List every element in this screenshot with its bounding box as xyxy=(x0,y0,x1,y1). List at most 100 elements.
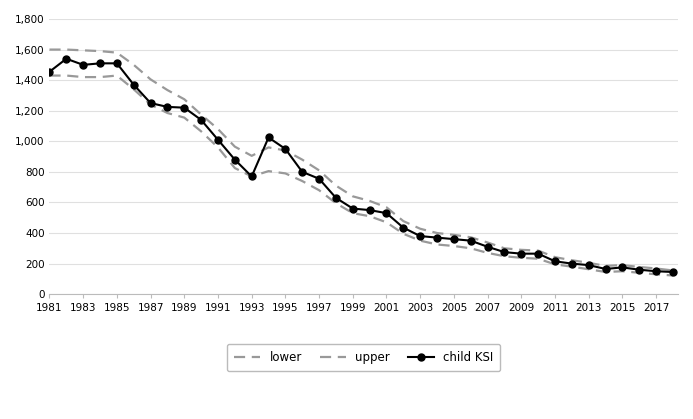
lower xyxy=(349,211,357,216)
lower xyxy=(265,168,273,173)
upper xyxy=(399,219,407,224)
lower xyxy=(180,115,188,120)
lower xyxy=(433,242,441,247)
lower xyxy=(214,145,222,150)
upper xyxy=(450,233,458,238)
upper xyxy=(383,205,391,210)
lower xyxy=(164,111,172,116)
upper xyxy=(197,112,205,117)
child KSI xyxy=(197,117,205,122)
child KSI xyxy=(602,266,610,272)
child KSI xyxy=(45,69,53,74)
child KSI xyxy=(551,259,559,264)
lower xyxy=(281,171,290,176)
upper xyxy=(231,144,239,149)
lower xyxy=(517,255,525,260)
upper xyxy=(180,97,188,102)
child KSI xyxy=(247,174,256,179)
upper xyxy=(130,62,138,67)
lower xyxy=(231,166,239,171)
lower xyxy=(79,75,87,80)
child KSI xyxy=(113,61,121,66)
upper xyxy=(466,235,475,240)
upper xyxy=(500,246,509,251)
upper xyxy=(332,183,340,188)
child KSI xyxy=(349,206,357,211)
upper xyxy=(517,247,525,252)
upper xyxy=(62,47,71,52)
child KSI xyxy=(618,265,626,270)
upper xyxy=(298,157,306,162)
lower xyxy=(197,129,205,134)
lower xyxy=(365,214,374,219)
upper xyxy=(45,47,53,52)
child KSI xyxy=(652,269,660,274)
child KSI xyxy=(568,261,576,266)
upper xyxy=(534,248,543,253)
upper xyxy=(484,240,492,245)
child KSI xyxy=(416,233,424,238)
lower xyxy=(146,102,155,107)
child KSI xyxy=(79,62,87,67)
upper xyxy=(315,168,323,173)
child KSI xyxy=(584,263,593,268)
lower xyxy=(500,254,509,259)
lower xyxy=(383,220,391,225)
upper xyxy=(416,226,424,231)
Legend: lower, upper, child KSI: lower, upper, child KSI xyxy=(227,344,500,371)
child KSI xyxy=(214,137,222,142)
child KSI xyxy=(517,251,525,256)
upper xyxy=(281,148,290,153)
child KSI xyxy=(635,267,643,272)
upper xyxy=(265,145,273,150)
lower xyxy=(618,269,626,274)
lower xyxy=(584,267,593,272)
Line: lower: lower xyxy=(49,75,673,276)
child KSI xyxy=(231,157,239,162)
upper xyxy=(602,264,610,269)
child KSI xyxy=(315,176,323,181)
child KSI xyxy=(96,61,104,66)
child KSI xyxy=(281,146,290,151)
lower xyxy=(315,188,323,193)
lower xyxy=(568,264,576,269)
child KSI xyxy=(433,235,441,240)
upper xyxy=(349,194,357,199)
child KSI xyxy=(383,211,391,216)
upper xyxy=(79,48,87,53)
lower xyxy=(669,273,677,278)
Line: upper: upper xyxy=(49,49,673,271)
child KSI xyxy=(62,56,71,61)
lower xyxy=(399,231,407,236)
upper xyxy=(247,153,256,158)
child KSI xyxy=(399,225,407,230)
lower xyxy=(62,73,71,78)
upper xyxy=(164,88,172,93)
upper xyxy=(568,258,576,263)
child KSI xyxy=(180,105,188,110)
child KSI xyxy=(669,269,677,274)
lower xyxy=(534,256,543,261)
lower xyxy=(247,174,256,179)
upper xyxy=(113,50,121,55)
child KSI xyxy=(466,238,475,243)
lower xyxy=(45,73,53,78)
upper xyxy=(652,266,660,271)
lower xyxy=(484,251,492,256)
lower xyxy=(416,238,424,243)
child KSI xyxy=(130,82,138,87)
upper xyxy=(635,264,643,269)
upper xyxy=(618,263,626,268)
lower xyxy=(130,87,138,92)
lower xyxy=(635,270,643,275)
child KSI xyxy=(365,207,374,212)
lower xyxy=(96,75,104,80)
lower xyxy=(113,73,121,78)
upper xyxy=(551,255,559,260)
upper xyxy=(214,127,222,132)
child KSI xyxy=(484,244,492,249)
child KSI xyxy=(164,104,172,109)
child KSI xyxy=(298,169,306,174)
child KSI xyxy=(332,195,340,200)
upper xyxy=(96,49,104,54)
